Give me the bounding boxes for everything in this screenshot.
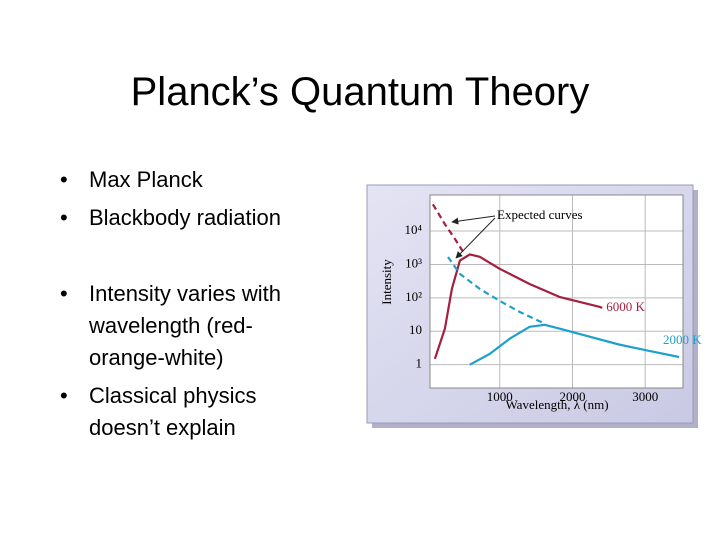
y-tick-label: 10³ (405, 255, 422, 270)
plot-border (429, 194, 684, 389)
y-axis-label: Intensity (379, 259, 394, 305)
curve (433, 253, 603, 360)
bullet: Max Planck (58, 164, 320, 196)
arrow (451, 215, 496, 225)
curve (469, 323, 680, 366)
curve-label: 2000 K (663, 332, 702, 347)
bullet: Intensity varies with wavelength (red-or… (58, 278, 320, 374)
y-tick-label: 1 (416, 356, 423, 371)
curve-label: 6000 K (606, 299, 645, 314)
bullet: Classical physics doesn’t explain (58, 380, 320, 444)
arrow (455, 217, 496, 259)
slide-title: Planck’s Quantum Theory (130, 70, 590, 114)
annotation: Expected curves (497, 207, 583, 222)
bullet: Blackbody radiation (58, 202, 320, 234)
plot-area (430, 195, 683, 388)
x-tick-label: 2000 (559, 389, 585, 404)
bullet-list: Max Planck Blackbody radiation Intensity v… (58, 164, 320, 450)
x-axis-label: Wavelength, λ (nm) (505, 397, 608, 412)
y-tick-label: 10² (405, 289, 422, 304)
x-tick-label: 1000 (487, 389, 513, 404)
y-tick-label: 10 (409, 322, 422, 337)
y-tick-label: 10⁴ (404, 222, 422, 237)
x-tick-label: 3000 (632, 389, 658, 404)
expected-curve (431, 203, 466, 255)
